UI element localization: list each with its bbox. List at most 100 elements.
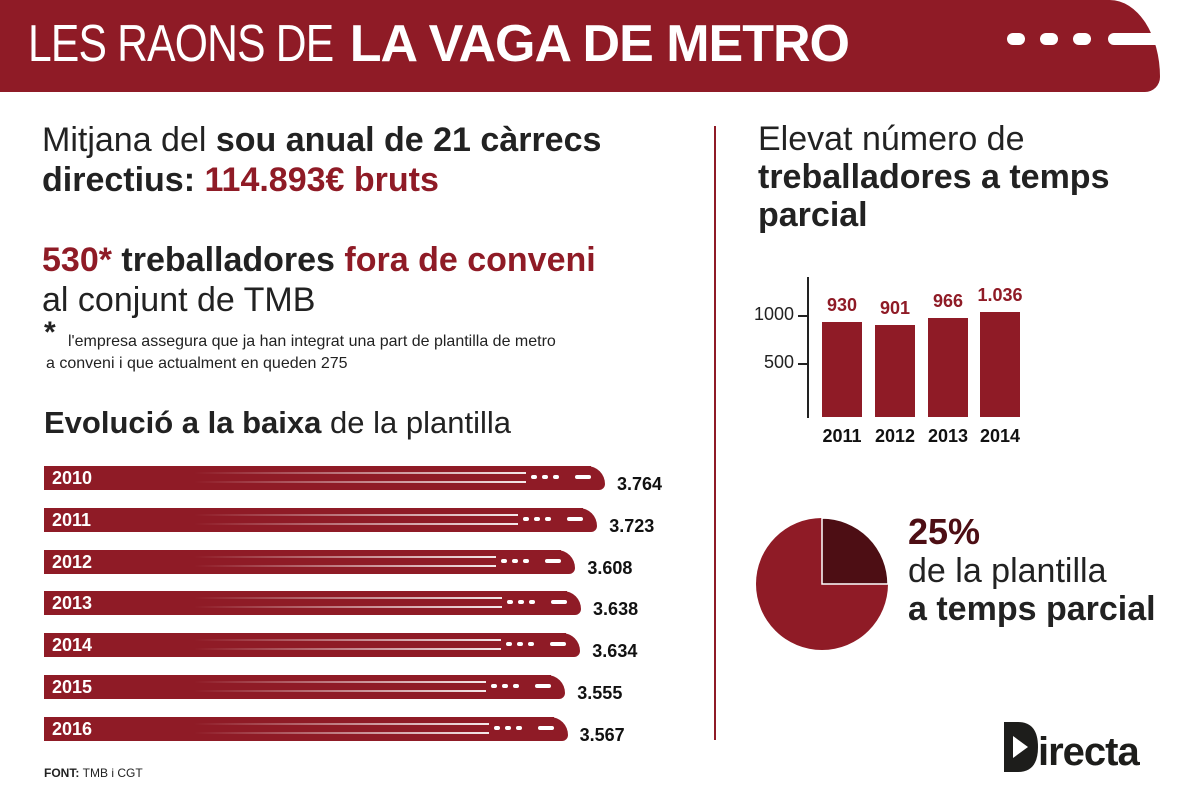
y-tick-label: 1000: [753, 304, 794, 324]
pie-caption-line: de la plantilla: [908, 552, 1107, 590]
train-window-icon: [493, 725, 500, 730]
evolution-title: Evolució a la baixa de la plantilla: [44, 405, 511, 441]
bar-2014: [980, 311, 1020, 417]
train-window-icon: [529, 600, 536, 605]
train-window-icon: [528, 642, 535, 647]
train-window-icon: [504, 725, 511, 730]
train-window-icon: [551, 600, 568, 605]
pie-slice-parttime: [821, 517, 889, 585]
train-window-icon: [491, 684, 498, 688]
train-window-icon: [515, 725, 522, 730]
bar-year-label: 2014: [52, 635, 93, 656]
train-window-icon: [531, 475, 537, 479]
bar-value-label: 3.608: [587, 557, 633, 578]
bar-2011: 2011: [44, 507, 598, 532]
bar-2010: 2010: [44, 466, 605, 490]
train-window-icon: [513, 684, 520, 688]
pie-caption-bold: a temps parcial: [908, 590, 1156, 628]
train-window-icon: [1108, 33, 1168, 45]
bar-year-label: 2012: [52, 551, 93, 572]
parttime-heading: Elevat número de treballadores a temps p…: [758, 120, 1109, 234]
bar-stripe: [194, 722, 489, 725]
header-banner: [0, 0, 1168, 92]
bar-year-label: 2015: [52, 677, 93, 697]
train-window-icon: [502, 684, 509, 688]
parttime-title-bold: parcial: [758, 196, 868, 234]
salary-text-bold: directius:: [42, 161, 196, 199]
train-window-icon: [501, 558, 508, 563]
title-bold: LA VAGA DE METRO: [349, 15, 850, 73]
pie-caption: 25% de la plantilla a temps parcial: [908, 511, 1156, 629]
train-window-icon: [545, 558, 562, 563]
bar-value-label: 3.634: [592, 641, 638, 662]
bar-2014: 2014: [44, 633, 581, 658]
bar-2012: 2012: [44, 549, 576, 574]
y-axis: [807, 277, 809, 418]
parttime-title-light: Elevat número de: [758, 120, 1025, 158]
evolution-title-bold: Evolució a la baixa: [44, 405, 322, 440]
footnote: l'empresa assegura que ja han integrat u…: [46, 331, 556, 375]
bar-stripe: [194, 597, 503, 600]
source-label: FONT:: [44, 766, 80, 780]
directa-logo: irecta: [1004, 722, 1140, 774]
pie-percent: 25%: [908, 511, 981, 552]
bar-stripe: [194, 555, 497, 558]
bar-value-label: 966: [932, 291, 964, 312]
bar-value-label: 1.036: [977, 284, 1023, 305]
bar-2011: [822, 321, 862, 417]
salary-text-bold: sou anual de 21 càrrecs: [215, 121, 602, 159]
bar-stripe: [194, 731, 489, 734]
bar-year-label: 2016: [52, 718, 93, 739]
bar-stripe: [194, 639, 502, 642]
x-tick-label: 2011: [822, 426, 862, 446]
bar-year-label: 2010: [52, 468, 93, 488]
conveni-text: treballadores: [121, 241, 335, 279]
conveni-number: 530*: [42, 241, 112, 279]
train-window-icon: [507, 600, 514, 605]
salary-text: Mitjana del: [42, 121, 207, 159]
train-window-icon: [553, 475, 559, 479]
bar-stripe: [194, 513, 519, 516]
salary-heading: Mitjana del sou anual de 21 càrrecs dire…: [42, 120, 601, 200]
train-window-icon: [537, 725, 554, 730]
title-light: LES RAONS DE: [28, 15, 334, 73]
source-value: TMB i CGT: [82, 766, 143, 780]
train-window-icon: [545, 516, 552, 521]
bar-2013: 2013: [44, 591, 582, 616]
evolution-title-light: de la plantilla: [330, 405, 511, 440]
y-tick-label: 500: [763, 352, 794, 372]
bar-stripe: [194, 648, 502, 651]
train-window-icon: [1073, 33, 1091, 45]
train-window-icon: [542, 475, 548, 479]
train-window-icon: [535, 684, 552, 688]
train-window-icon: [1040, 33, 1058, 45]
bar-value-label: 3.555: [577, 683, 623, 703]
x-tick-label: 2012: [874, 426, 916, 446]
bar-year-label: 2011: [52, 509, 92, 530]
train-window-icon: [506, 642, 513, 647]
train-window-icon: [523, 516, 530, 521]
bar-stripe: [194, 690, 487, 692]
x-tick-label: 2013: [927, 426, 969, 446]
bar-2016: 2016: [44, 716, 568, 741]
train-window-icon: [523, 558, 530, 563]
y-tick-mark: [798, 315, 808, 317]
source: FONT: TMB i CGT: [44, 766, 143, 780]
x-tick-label: 2014: [979, 426, 1021, 446]
bar-2012: [875, 324, 915, 417]
bar-stripe: [194, 681, 487, 683]
bar-stripe: [194, 481, 526, 483]
bar-stripe: [194, 564, 497, 567]
footnote-asterisk: *: [44, 316, 56, 349]
train-window-icon: [518, 600, 525, 605]
logo-text: irecta: [1038, 730, 1140, 774]
bar-stripe: [194, 472, 526, 474]
page-title: LES RAONS DE LA VAGA DE METRO: [28, 14, 850, 74]
parttime-pie-chart: [756, 517, 889, 650]
bar-value-label: 3.638: [593, 599, 639, 620]
parttime-title-bold: treballadores a temps: [758, 158, 1110, 196]
train-window-icon: [534, 516, 541, 521]
train-window-icon: [575, 475, 591, 479]
conveni-heading: 530* treballadores fora de conveni al co…: [42, 240, 596, 320]
salary-amount: 114.893€ bruts: [204, 161, 439, 199]
